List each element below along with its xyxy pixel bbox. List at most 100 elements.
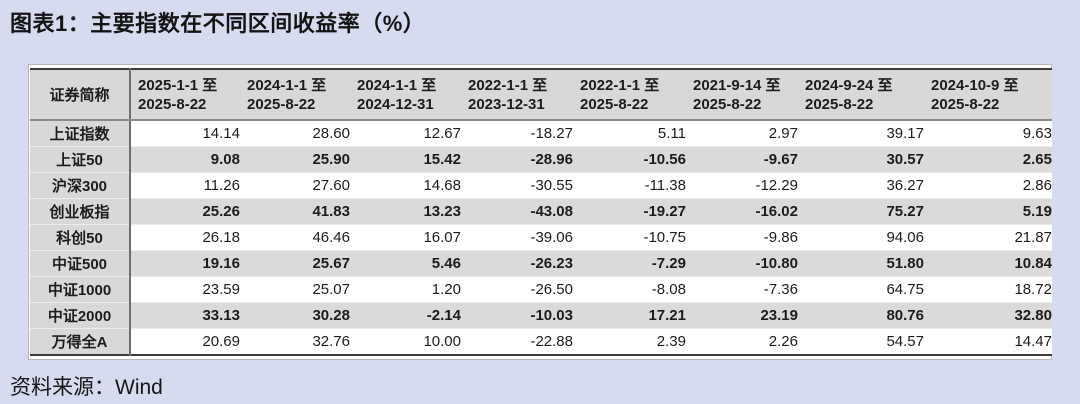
period-header: 2021-9-14 至 2025-8-22 (686, 69, 798, 121)
return-value-cell: 28.60 (240, 119, 350, 147)
return-value-cell: 1.20 (350, 276, 461, 303)
return-value-cell: 36.27 (798, 172, 924, 199)
return-value-cell: -10.03 (461, 302, 573, 329)
return-value-cell: -9.86 (686, 224, 798, 251)
source-note: 资料来源：Wind (10, 376, 163, 399)
return-value-cell: -28.96 (461, 146, 573, 173)
table-row: 中证500 19.16 25.67 5.46 -26.23 -7.29 -10.80 51.8… (30, 250, 1052, 277)
return-value-cell: 94.06 (798, 224, 924, 251)
return-value-cell: 32.80 (924, 302, 1052, 329)
return-value-cell: -30.55 (461, 172, 573, 199)
return-value-cell: 23.59 (130, 276, 240, 303)
index-name-cell: 科创50 (30, 224, 131, 251)
return-value-cell: 5.11 (573, 119, 686, 147)
index-name-cell: 沪深300 (30, 172, 131, 199)
period-header: 2024-10-9 至 2025-8-22 (924, 69, 1052, 121)
return-value-cell: 51.80 (798, 250, 924, 277)
table-row: 中证1000 23.59 25.07 1.20 -26.50 -8.08 -7.36 64.7… (30, 276, 1052, 303)
index-name-cell: 万得全A (30, 328, 131, 355)
returns-table-container: 证券简称 2025-1-1 至 2025-8-22 2024-1-1 至 2025-8… (28, 64, 1052, 360)
return-value-cell: -26.50 (461, 276, 573, 303)
index-name-cell: 中证2000 (30, 302, 131, 329)
return-value-cell: 80.76 (798, 302, 924, 329)
return-value-cell: -10.80 (686, 250, 798, 277)
return-value-cell: 15.42 (350, 146, 461, 173)
return-value-cell: 39.17 (798, 119, 924, 147)
return-value-cell: -19.27 (573, 198, 686, 225)
return-value-cell: 75.27 (798, 198, 924, 225)
return-value-cell: 25.67 (240, 250, 350, 277)
return-value-cell: 5.19 (924, 198, 1052, 225)
return-value-cell: 2.26 (686, 328, 798, 355)
return-value-cell: 14.68 (350, 172, 461, 199)
index-name-cell: 上证指数 (30, 119, 131, 147)
return-value-cell: 32.76 (240, 328, 350, 355)
returns-table: 证券简称 2025-1-1 至 2025-8-22 2024-1-1 至 2025-8… (30, 68, 1052, 356)
table-row: 创业板指 25.26 41.83 13.23 -43.08 -19.27 -16.02 75.… (30, 198, 1052, 225)
period-header: 2025-1-1 至 2025-8-22 (130, 69, 240, 121)
return-value-cell: 23.19 (686, 302, 798, 329)
return-value-cell: 64.75 (798, 276, 924, 303)
return-value-cell: 46.46 (240, 224, 350, 251)
return-value-cell: -7.36 (686, 276, 798, 303)
return-value-cell: 25.07 (240, 276, 350, 303)
return-value-cell: 16.07 (350, 224, 461, 251)
return-value-cell: 2.97 (686, 119, 798, 147)
return-value-cell: -43.08 (461, 198, 573, 225)
corner-header: 证券简称 (30, 69, 131, 121)
return-value-cell: -2.14 (350, 302, 461, 329)
period-header: 2022-1-1 至 2025-8-22 (573, 69, 686, 121)
return-value-cell: 10.00 (350, 328, 461, 355)
return-value-cell: -18.27 (461, 119, 573, 147)
return-value-cell: -26.23 (461, 250, 573, 277)
table-row: 沪深300 11.26 27.60 14.68 -30.55 -11.38 -12.29 36… (30, 172, 1052, 199)
table-header-row: 证券简称 2025-1-1 至 2025-8-22 2024-1-1 至 2025-8… (30, 69, 1052, 121)
return-value-cell: 10.84 (924, 250, 1052, 277)
return-value-cell: -39.06 (461, 224, 573, 251)
return-value-cell: -16.02 (686, 198, 798, 225)
return-value-cell: 54.57 (798, 328, 924, 355)
return-value-cell: 12.67 (350, 119, 461, 147)
return-value-cell: 19.16 (130, 250, 240, 277)
index-name-cell: 上证50 (30, 146, 131, 173)
table-row: 万得全A 20.69 32.76 10.00 -22.88 2.39 2.26 54.57 14… (30, 328, 1052, 355)
table-row: 中证2000 33.13 30.28 -2.14 -10.03 17.21 23.19 80.… (30, 302, 1052, 329)
return-value-cell: 14.47 (924, 328, 1052, 355)
return-value-cell: 14.14 (130, 119, 240, 147)
return-value-cell: 25.26 (130, 198, 240, 225)
return-value-cell: 5.46 (350, 250, 461, 277)
return-value-cell: 9.63 (924, 119, 1052, 147)
return-value-cell: 30.28 (240, 302, 350, 329)
index-name-cell: 中证1000 (30, 276, 131, 303)
index-name-cell: 创业板指 (30, 198, 131, 225)
return-value-cell: -11.38 (573, 172, 686, 199)
return-value-cell: 17.21 (573, 302, 686, 329)
table-body: 上证指数 14.14 28.60 12.67 -18.27 5.11 2.97 39.17 9.… (30, 119, 1052, 355)
return-value-cell: 41.83 (240, 198, 350, 225)
table-row: 上证50 9.08 25.90 15.42 -28.96 -10.56 -9.67 30.57… (30, 146, 1052, 173)
return-value-cell: 26.18 (130, 224, 240, 251)
return-value-cell: 20.69 (130, 328, 240, 355)
period-header: 2024-9-24 至 2025-8-22 (798, 69, 924, 121)
return-value-cell: 13.23 (350, 198, 461, 225)
return-value-cell: -7.29 (573, 250, 686, 277)
return-value-cell: 2.65 (924, 146, 1052, 173)
index-name-cell: 中证500 (30, 250, 131, 277)
return-value-cell: 18.72 (924, 276, 1052, 303)
return-value-cell: -10.75 (573, 224, 686, 251)
return-value-cell: 2.39 (573, 328, 686, 355)
period-header: 2024-1-1 至 2024-12-31 (350, 69, 461, 121)
return-value-cell: 2.86 (924, 172, 1052, 199)
return-value-cell: -12.29 (686, 172, 798, 199)
return-value-cell: 25.90 (240, 146, 350, 173)
return-value-cell: 21.87 (924, 224, 1052, 251)
return-value-cell: 33.13 (130, 302, 240, 329)
return-value-cell: 11.26 (130, 172, 240, 199)
return-value-cell: -22.88 (461, 328, 573, 355)
return-value-cell: 27.60 (240, 172, 350, 199)
page-title: 图表1：主要指数在不同区间收益率（%） (10, 11, 426, 36)
period-header: 2022-1-1 至 2023-12-31 (461, 69, 573, 121)
table-row: 上证指数 14.14 28.60 12.67 -18.27 5.11 2.97 39.17 9.… (30, 119, 1052, 147)
return-value-cell: -8.08 (573, 276, 686, 303)
table-row: 科创50 26.18 46.46 16.07 -39.06 -10.75 -9.86 94.0… (30, 224, 1052, 251)
